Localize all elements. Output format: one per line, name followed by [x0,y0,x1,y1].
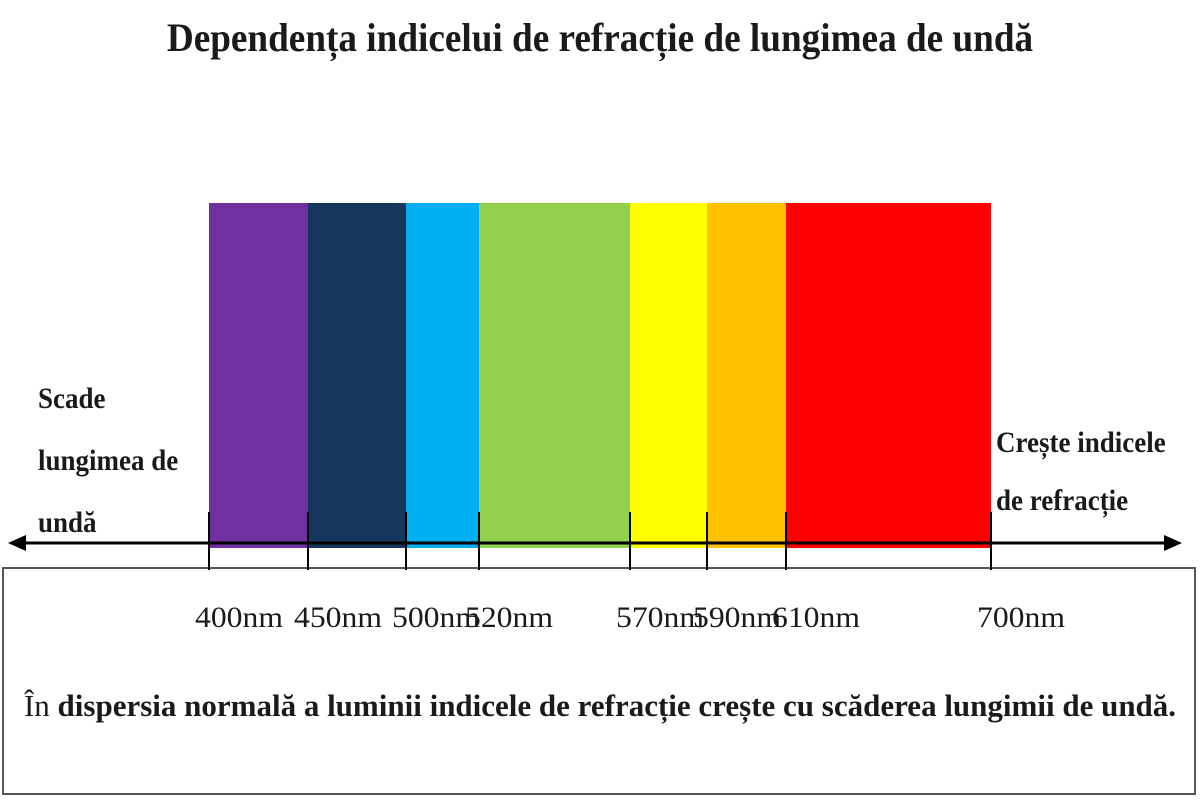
axis-tick-label: 590nm [693,601,781,634]
axis-tick-label: 500nm [392,601,480,634]
statement-rest: dispersia normală a luminii indicele de … [49,688,1177,723]
axis-tick-label: 610nm [772,601,860,634]
right-caption-line: de refracție [996,484,1129,517]
axis-ticks [208,512,992,570]
spectrum-band [209,203,308,548]
right-arrow-head [1164,535,1182,551]
statement-lead: În [23,688,50,723]
spectrum-band [786,203,991,548]
left-caption-line: lungimea de [38,444,179,477]
left-caption-line: undă [38,506,97,539]
spectrum-band [479,203,630,548]
page-title: Dependența indicelui de refracție de lun… [166,15,1034,60]
dispersion-statement: În dispersia normală a luminii indicele … [0,688,1200,724]
spectrum-band [308,203,406,548]
axis-tick-label: 520nm [465,601,553,634]
right-caption-line: Crește indicele [996,426,1166,459]
axis-tick-label: 400nm [195,601,283,634]
left-caption-line: Scade [38,382,106,415]
statement-box [2,567,1196,795]
right-caption: Crește indicele de refracție [996,414,1185,530]
left-arrow-head [8,535,26,551]
spectrum-bands [209,203,991,548]
left-caption: Scade lungimea de undă [38,368,196,554]
spectrum-band [707,203,786,548]
spectrum-band [630,203,707,548]
axis-tick-label: 700nm [977,601,1065,634]
axis-tick-label: 450nm [294,601,382,634]
axis-tick-label: 570nm [616,601,704,634]
spectrum-band [406,203,479,548]
